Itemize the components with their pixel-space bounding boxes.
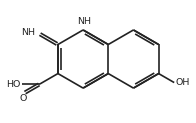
Text: HO: HO (6, 80, 21, 89)
Text: NH: NH (77, 17, 91, 26)
Text: O: O (19, 94, 27, 103)
Text: NH: NH (22, 28, 35, 37)
Text: OH: OH (176, 78, 190, 87)
